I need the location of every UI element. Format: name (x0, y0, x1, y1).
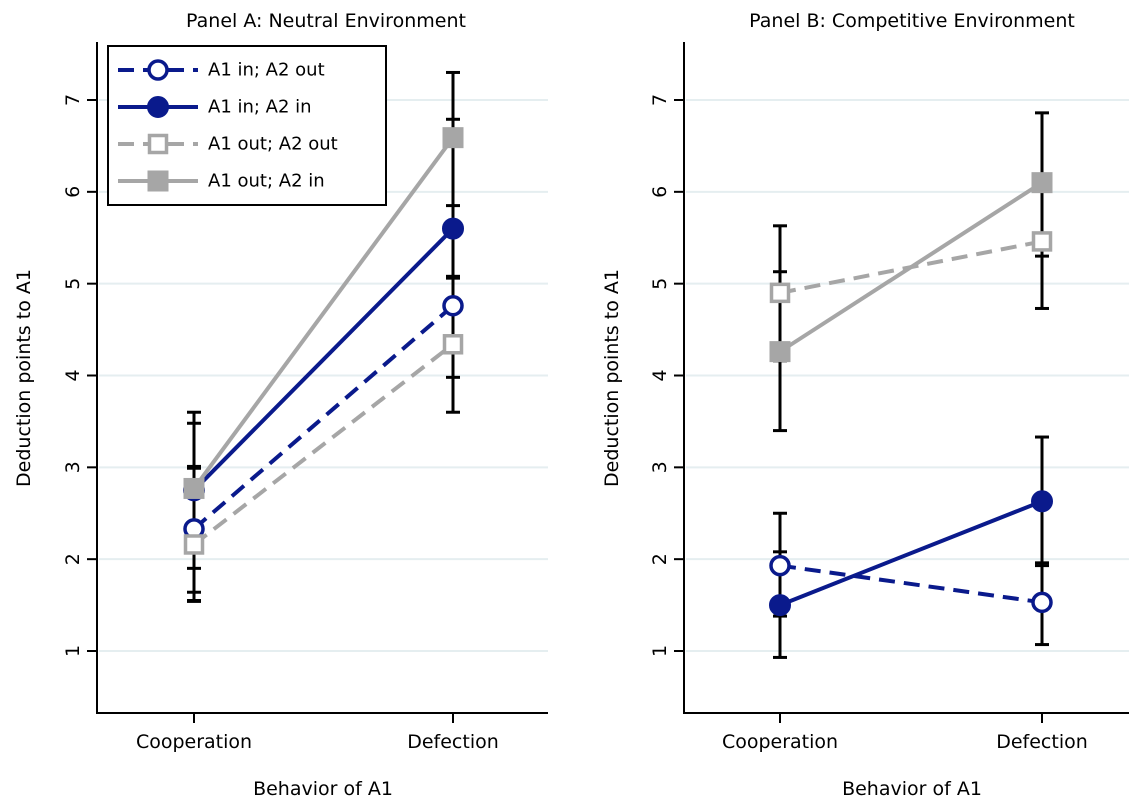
data-point (183, 477, 205, 499)
y-tick-label: 6 (62, 186, 84, 198)
data-point (183, 534, 205, 555)
x-axis-title: Behavior of A1 (253, 778, 393, 800)
y-axis-title: Deduction points to A1 (601, 269, 623, 487)
legend-label: A1 in; A2 in (208, 97, 312, 118)
data-point (1031, 231, 1053, 252)
series-line (779, 563, 1043, 605)
data-point (442, 294, 464, 317)
y-tick-label: 1 (62, 645, 84, 657)
legend-marker (147, 96, 169, 118)
series-line (192, 136, 455, 490)
data-point (442, 334, 464, 355)
legend: A1 in; A2 out A1 in; A2 in A1 out; A2 out A… (107, 45, 387, 206)
x-tick-label: Defection (407, 731, 499, 753)
x-tick-label: Defection (996, 731, 1088, 753)
series-line (779, 499, 1043, 607)
data-point (442, 217, 464, 240)
y-tick-label: 4 (62, 369, 84, 381)
x-axis-title: Behavior of A1 (842, 778, 982, 800)
x-tick-label: Cooperation (136, 731, 252, 753)
y-tick-label: 3 (649, 461, 671, 473)
legend-label: A1 out; A2 in (208, 171, 325, 192)
data-point (1031, 490, 1053, 513)
y-tick-label: 5 (62, 278, 84, 290)
series-line (192, 342, 455, 547)
y-tick-label: 7 (649, 94, 671, 106)
y-tick-label: 5 (649, 278, 671, 290)
legend-label: A1 in; A2 out (208, 60, 325, 81)
series-line (192, 304, 455, 531)
legend-marker (147, 59, 169, 81)
y-tick-label: 2 (649, 553, 671, 565)
series-line (192, 227, 455, 492)
x-tick-label: Cooperation (722, 731, 838, 753)
panel-title: Panel B: Competitive Environment (749, 10, 1075, 32)
legend-label: A1 out; A2 out (208, 134, 338, 155)
legend-marker (147, 170, 169, 192)
data-point (1031, 591, 1053, 614)
data-point (769, 554, 791, 577)
y-tick-label: 3 (62, 461, 84, 473)
y-tick-label: 1 (649, 645, 671, 657)
data-point (442, 127, 464, 149)
panel-b: 1 2 3 4 5 6 7 Cooperation Defection Panel B: Comp… (601, 10, 1129, 800)
y-tick-label: 7 (62, 94, 84, 106)
data-point (769, 282, 791, 304)
panel-a: 1 2 3 4 5 6 7 Cooperation Defection Panel A: Neut… (13, 10, 548, 800)
data-point (769, 594, 791, 617)
y-tick-label: 6 (649, 186, 671, 198)
panel-title: Panel A: Neutral Environment (186, 10, 466, 32)
y-tick-label: 2 (62, 553, 84, 565)
y-tick-label: 4 (649, 369, 671, 381)
data-point (769, 341, 791, 363)
legend-marker (147, 133, 169, 155)
data-point (1031, 172, 1053, 194)
series-line (778, 180, 1044, 354)
y-axis-title: Deduction points to A1 (13, 269, 35, 487)
